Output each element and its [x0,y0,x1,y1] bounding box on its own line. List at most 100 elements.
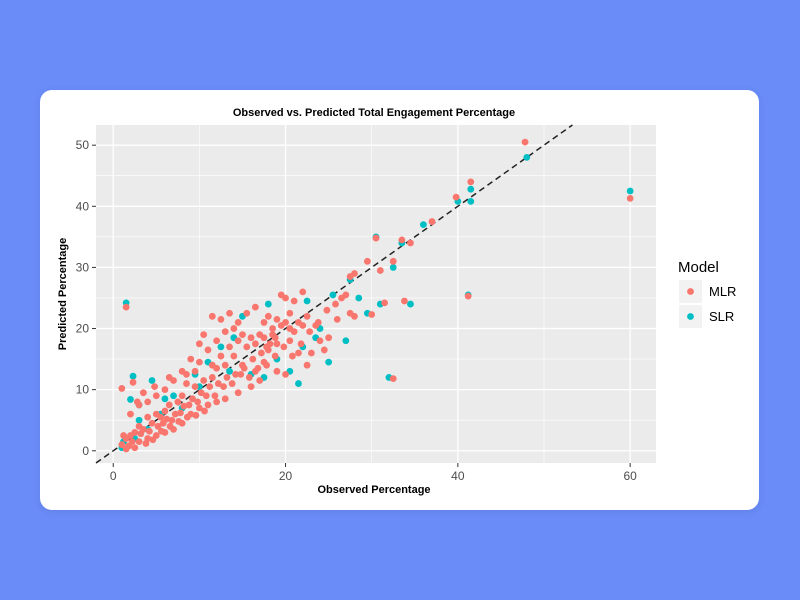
data-point-mlr [183,370,190,378]
data-point-mlr [195,340,203,348]
data-point-slr [264,300,272,308]
data-point-mlr [263,343,270,351]
data-point-mlr [118,441,126,449]
data-point-mlr [260,334,268,342]
data-point-mlr [178,392,186,400]
data-point-mlr [128,438,136,446]
data-point-mlr [142,440,150,447]
data-point-mlr [381,299,389,307]
data-point-mlr [282,294,289,302]
data-point-mlr [177,409,184,417]
data-point-mlr [295,349,302,357]
data-point-mlr [232,370,239,378]
data-point-mlr [303,312,311,320]
data-point-mlr [271,334,279,342]
data-point-mlr [320,346,328,354]
data-point-mlr [185,401,193,409]
data-point-mlr [189,395,196,403]
data-point-mlr [197,389,205,397]
data-point-mlr [273,367,281,375]
data-point-mlr [135,438,143,446]
data-point-slr [626,187,634,195]
data-point-mlr [144,398,152,406]
data-point-mlr [191,367,199,375]
data-point-mlr [221,395,229,403]
data-point-mlr [251,303,259,311]
legend-key-slr [687,313,694,320]
data-point-mlr [158,427,165,435]
data-point-mlr [247,383,255,390]
data-point-slr [135,416,143,424]
data-point-mlr [208,374,216,381]
data-point-mlr [148,419,156,427]
data-point-mlr [183,413,191,421]
data-point-mlr [271,352,279,360]
data-point-mlr [273,340,281,348]
data-point-mlr [290,297,298,305]
scatter-plot: Observed vs. Predicted Total Engagement … [57,107,736,496]
data-point-slr [523,153,531,161]
data-point-mlr [187,355,195,363]
data-point-mlr [297,340,305,348]
data-point-slr [342,337,350,345]
data-point-mlr [226,309,233,317]
data-point-mlr [263,361,270,369]
data-point-mlr [213,398,221,406]
data-point-mlr [256,377,264,384]
data-point-mlr [204,346,212,354]
x-axis-ticks: 0 20 40 60 [110,463,637,483]
data-point-mlr [316,337,324,345]
legend-label-mlr: MLR [709,284,736,299]
data-point-mlr [118,385,126,392]
data-point-mlr [230,352,238,360]
data-point-mlr [249,355,257,363]
data-point-mlr [165,401,173,409]
y-tick-label: 0 [82,444,89,458]
data-point-mlr [363,257,371,265]
data-point-mlr [180,402,188,410]
data-point-mlr [368,311,376,318]
data-point-mlr [195,404,203,412]
data-point-mlr [258,349,265,357]
data-point-mlr [191,383,199,390]
y-tick-label: 50 [76,138,90,152]
data-point-slr [303,297,311,305]
data-point-slr [419,221,427,229]
data-point-mlr [135,422,143,430]
data-point-mlr [194,398,202,406]
data-point-slr [467,185,475,193]
data-point-mlr [306,328,314,335]
data-point-mlr [273,315,281,323]
x-tick-label: 60 [623,469,637,483]
data-point-mlr [127,410,134,418]
data-point-mlr [152,392,160,400]
data-point-mlr [234,337,242,345]
y-axis-ticks: 0 10 20 30 40 50 [76,138,96,458]
data-point-slr [407,300,414,308]
data-point-mlr [398,236,406,244]
data-point-mlr [208,312,216,320]
data-point-mlr [251,340,259,348]
data-point-mlr [161,407,169,415]
data-point-mlr [307,349,315,357]
series-mlr [118,138,634,453]
data-point-mlr [183,380,190,387]
data-point-mlr [325,334,333,342]
x-tick-label: 0 [110,469,117,483]
data-point-slr [355,294,363,302]
data-point-mlr [467,178,475,186]
data-point-mlr [200,331,208,339]
chart-title: Observed vs. Predicted Total Engagement … [233,107,515,119]
data-point-mlr [240,364,248,372]
data-point-mlr [168,416,176,424]
data-point-slr [217,343,225,351]
y-tick-label: 10 [76,383,90,397]
data-point-slr [161,395,169,403]
data-point-mlr [314,319,322,326]
chart-card: Observed vs. Predicted Total Engagement … [40,90,759,510]
data-point-mlr [346,273,354,280]
data-point-mlr [299,322,307,329]
grid-lines [96,125,656,463]
data-point-mlr [202,392,210,400]
data-point-mlr [175,418,183,425]
